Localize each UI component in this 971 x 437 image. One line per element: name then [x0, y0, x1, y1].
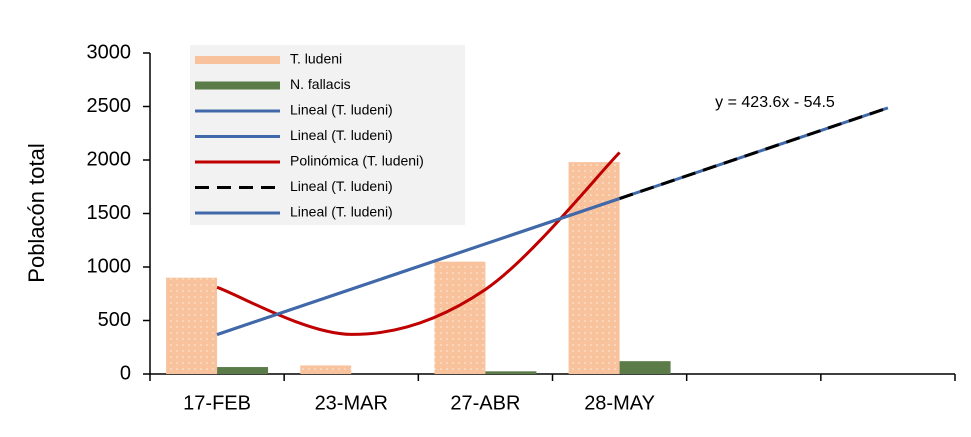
bar [485, 371, 537, 374]
y-tick-label: 2000 [87, 148, 132, 170]
y-tick-label: 3000 [87, 41, 132, 63]
y-axis-title: Poblacón total [24, 143, 49, 282]
legend-label: Lineal (T. ludeni) [290, 102, 393, 118]
legend-label: N. fallacis [290, 76, 351, 92]
legend-label: Polinómica (T. ludeni) [290, 153, 424, 169]
legend-swatch [195, 81, 280, 90]
y-tick-label: 1500 [87, 202, 132, 224]
x-tick-label: 23-MAR [315, 392, 388, 414]
legend-label: T. ludeni [290, 51, 342, 67]
y-tick-label: 1000 [87, 255, 132, 277]
bar-texture [300, 365, 352, 374]
legend-label: Lineal (T. ludeni) [290, 127, 393, 143]
y-tick-label: 2500 [87, 95, 132, 117]
legend-label: Lineal (T. ludeni) [290, 178, 393, 194]
x-tick-label: 17-FEB [183, 392, 251, 414]
x-tick-label: 27-ABR [450, 392, 520, 414]
x-tick-label: 28-MAY [584, 392, 655, 414]
bar-texture [568, 162, 620, 374]
y-tick-label: 500 [98, 309, 131, 331]
legend-label: Lineal (T. ludeni) [290, 204, 393, 220]
y-tick-label: 0 [120, 362, 131, 384]
bar-texture [166, 277, 218, 374]
bar [217, 367, 269, 374]
bar [619, 361, 671, 374]
legend-swatch [195, 56, 280, 64]
trend-line [619, 106, 889, 200]
trend-line [216, 197, 621, 336]
bar-texture [434, 261, 486, 374]
equation-label: y = 423.6x - 54.5 [715, 94, 835, 111]
